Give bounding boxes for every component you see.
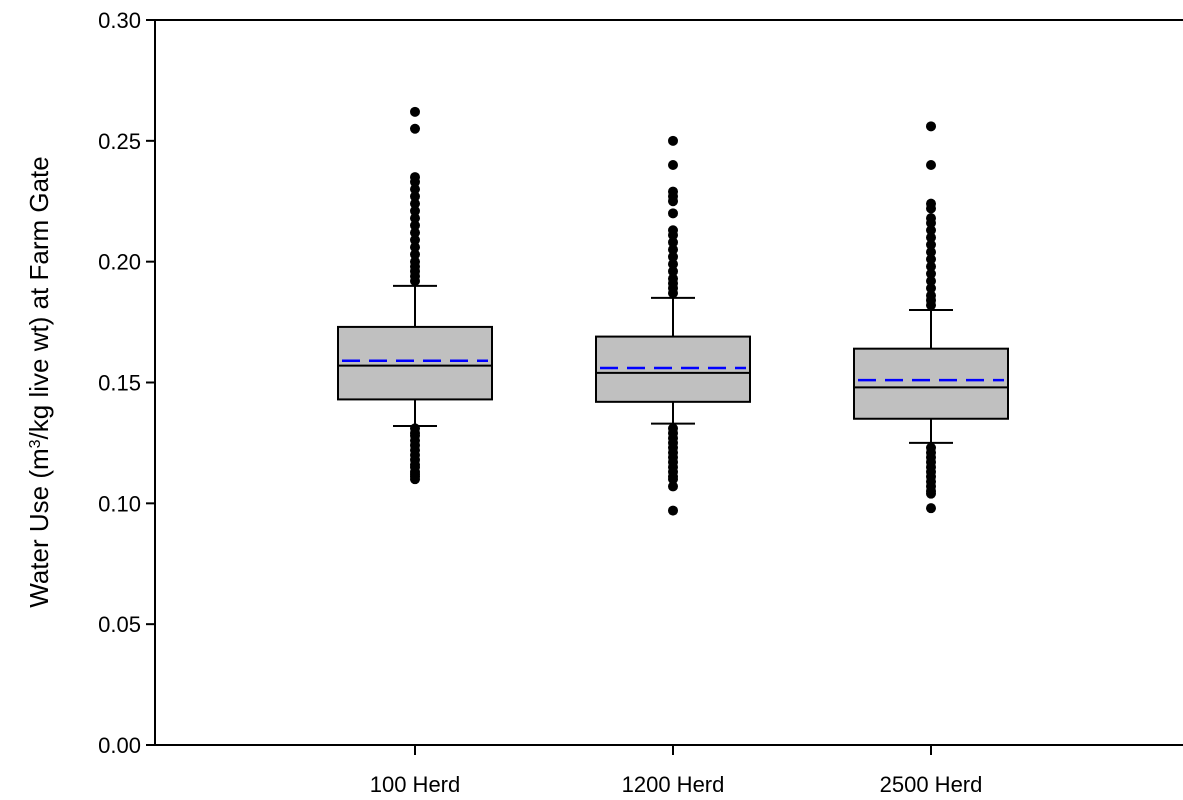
y-axis-title-suffix: /kg live wt) at Farm Gate — [24, 156, 54, 439]
outlier-point — [668, 225, 678, 236]
outlier-point — [410, 474, 420, 485]
outlier-point — [410, 249, 420, 260]
y-axis-title: Water Use (m3/kg live wt) at Farm Gate — [24, 156, 54, 607]
outlier-point — [668, 251, 678, 262]
outlier-point — [668, 266, 678, 277]
y-tick-label: 0.15 — [98, 371, 141, 396]
outlier-point — [926, 232, 936, 243]
outlier-point — [926, 121, 936, 132]
outlier-point — [668, 474, 678, 485]
box-iqr — [853, 347, 1009, 420]
outlier-point — [668, 505, 678, 516]
outlier-point — [668, 160, 678, 170]
outlier-point — [926, 276, 936, 286]
outlier-point — [668, 135, 678, 146]
outlier-point — [410, 213, 420, 224]
box-group — [853, 121, 1009, 514]
y-tick-label: 0.25 — [98, 129, 141, 154]
box-group — [337, 106, 493, 485]
y-tick-label: 0.05 — [98, 612, 141, 637]
outlier-point — [668, 273, 678, 284]
outlier-point — [410, 234, 420, 245]
outlier-point — [410, 205, 420, 216]
outlier-point — [926, 225, 936, 236]
y-axis-title-superscript: 3 — [27, 439, 44, 448]
outlier-point — [410, 191, 420, 202]
outlier-point — [926, 283, 936, 294]
outlier-point — [926, 488, 936, 499]
outlier-point — [926, 268, 936, 279]
y-tick-label: 0.20 — [98, 250, 141, 275]
outlier-point — [410, 184, 420, 195]
box-series — [337, 106, 1009, 516]
outlier-point — [926, 239, 936, 250]
box-iqr — [337, 325, 493, 401]
outlier-point — [410, 123, 420, 134]
outlier-point — [668, 208, 678, 219]
outlier-point — [926, 503, 936, 514]
x-category-label: 2500 Herd — [880, 772, 983, 797]
y-tick-label: 0.10 — [98, 491, 141, 516]
outlier-point — [668, 186, 678, 197]
outlier-point — [410, 198, 420, 209]
outlier-point — [410, 227, 420, 238]
outlier-point — [926, 290, 936, 301]
y-tick-label: 0.00 — [98, 733, 141, 758]
outlier-point — [926, 261, 936, 272]
outlier-point — [668, 237, 678, 248]
box-iqr — [595, 335, 751, 403]
outlier-point — [410, 242, 420, 253]
outlier-point — [410, 172, 420, 183]
y-tick-label: 0.30 — [98, 8, 141, 33]
x-axis-ticks: 100 Herd 1200 Herd 2500 Herd — [370, 745, 983, 797]
y-axis-ticks: 0.00 0.05 0.10 0.15 0.20 0.25 0.30 — [98, 8, 155, 758]
outlier-point — [926, 247, 936, 257]
outlier-point — [926, 254, 936, 265]
outlier-point — [410, 256, 420, 267]
outlier-point — [668, 259, 678, 270]
outlier-point — [410, 220, 420, 231]
box-group — [595, 135, 751, 516]
outlier-point — [926, 160, 936, 170]
y-axis-title-prefix: Water Use (m — [24, 448, 54, 607]
outlier-point — [410, 106, 420, 117]
outlier-point — [926, 213, 936, 224]
outlier-point — [926, 198, 936, 209]
x-category-label: 1200 Herd — [622, 772, 725, 797]
x-category-label: 100 Herd — [370, 772, 461, 797]
outlier-point — [668, 244, 678, 255]
outlier-point — [668, 481, 678, 492]
